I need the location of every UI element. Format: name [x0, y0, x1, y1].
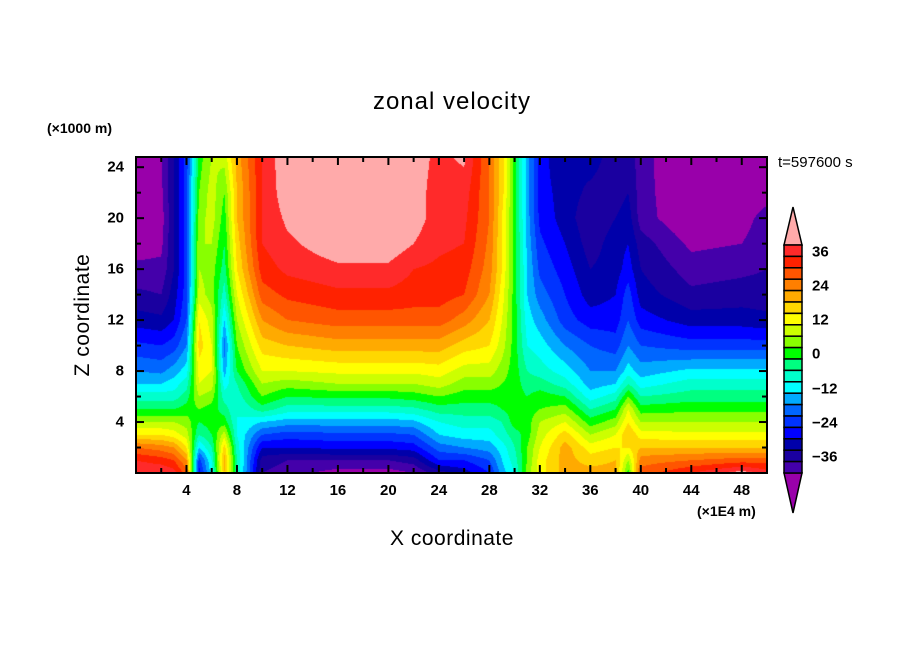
contour-field: [136, 157, 767, 473]
colorbar-box: [783, 324, 803, 337]
colorbar-label: −36: [812, 448, 838, 466]
x-tick-label: 12: [279, 482, 296, 499]
colorbar-label: 24: [812, 277, 829, 295]
colorbar-label: −12: [812, 380, 838, 397]
colorbar-box: [783, 460, 803, 474]
x-tick-label: 8: [232, 482, 242, 499]
colorbar-box: [783, 312, 803, 326]
x-axis-unit: (×1E4 m): [697, 503, 756, 519]
x-tick-label: 4: [182, 482, 191, 499]
colorbar-box: [783, 438, 803, 451]
y-tick-label: 24: [107, 158, 124, 176]
x-tick-label: 44: [682, 482, 700, 499]
x-tick-label: 48: [733, 482, 751, 499]
time-label: t=597600 s: [778, 154, 853, 171]
x-tick-label: 24: [430, 482, 448, 499]
colorbar-box: [783, 255, 803, 269]
colorbar-box: [783, 426, 803, 440]
colorbar-box: [783, 301, 803, 315]
x-tick-label: 28: [481, 482, 498, 499]
x-tick-label: 20: [380, 482, 397, 499]
y-axis-unit: (×1000 m): [47, 120, 112, 136]
x-tick-label: 40: [632, 482, 650, 499]
plot-frame: [135, 156, 768, 474]
colorbar-box: [783, 244, 803, 258]
colorbar-label: 0: [812, 345, 821, 363]
colorbar-box: [783, 381, 803, 394]
colorbar-box: [783, 335, 803, 349]
colorbar-box: [783, 403, 803, 417]
colorbar-label: 12: [812, 311, 829, 329]
x-tick-label: 32: [531, 482, 549, 499]
colorbar-lower-triangle: [783, 472, 803, 514]
colorbar-box: [783, 415, 803, 429]
x-tick-label: 36: [581, 482, 599, 499]
colorbar-box: [783, 289, 803, 303]
x-axis-label: X coordinate: [390, 527, 514, 550]
y-tick-label: 20: [107, 209, 124, 227]
y-tick-label: 12: [107, 311, 124, 329]
chart-title: zonal velocity: [372, 88, 532, 115]
y-tick-label: 16: [107, 260, 124, 278]
y-tick-label: 4: [115, 413, 124, 431]
colorbar-box: [783, 346, 803, 360]
colorbar-box: [783, 392, 803, 406]
colorbar-label: −24: [812, 414, 838, 432]
colorbar-box: [783, 369, 803, 383]
y-tick-label: 8: [115, 362, 124, 380]
colorbar-box: [783, 267, 803, 280]
colorbar-box: [783, 358, 803, 372]
colorbar-upper-triangle: [783, 206, 803, 246]
x-tick-label: 16: [329, 482, 347, 499]
colorbar-box: [783, 278, 803, 292]
colorbar-box: [783, 449, 803, 463]
colorbar-label: 36: [812, 243, 829, 261]
